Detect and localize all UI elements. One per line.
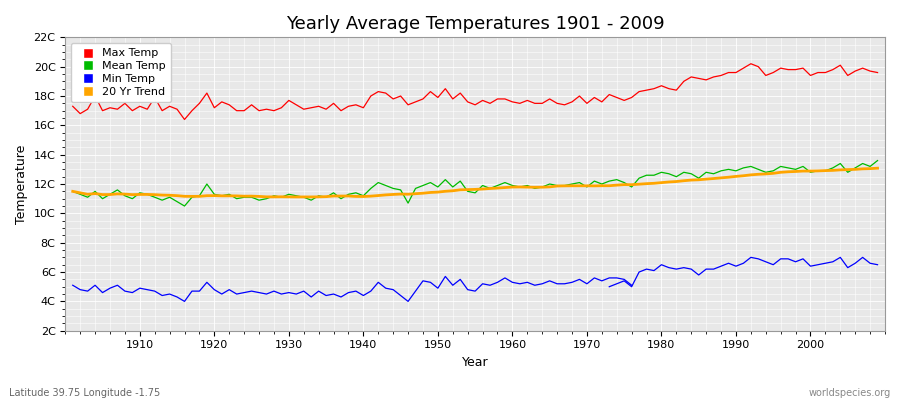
Text: Latitude 39.75 Longitude -1.75: Latitude 39.75 Longitude -1.75 [9, 388, 160, 398]
Y-axis label: Temperature: Temperature [15, 144, 28, 224]
Legend: Max Temp, Mean Temp, Min Temp, 20 Yr Trend: Max Temp, Mean Temp, Min Temp, 20 Yr Tre… [71, 43, 171, 102]
Title: Yearly Average Temperatures 1901 - 2009: Yearly Average Temperatures 1901 - 2009 [286, 15, 664, 33]
Text: worldspecies.org: worldspecies.org [809, 388, 891, 398]
X-axis label: Year: Year [462, 356, 489, 369]
